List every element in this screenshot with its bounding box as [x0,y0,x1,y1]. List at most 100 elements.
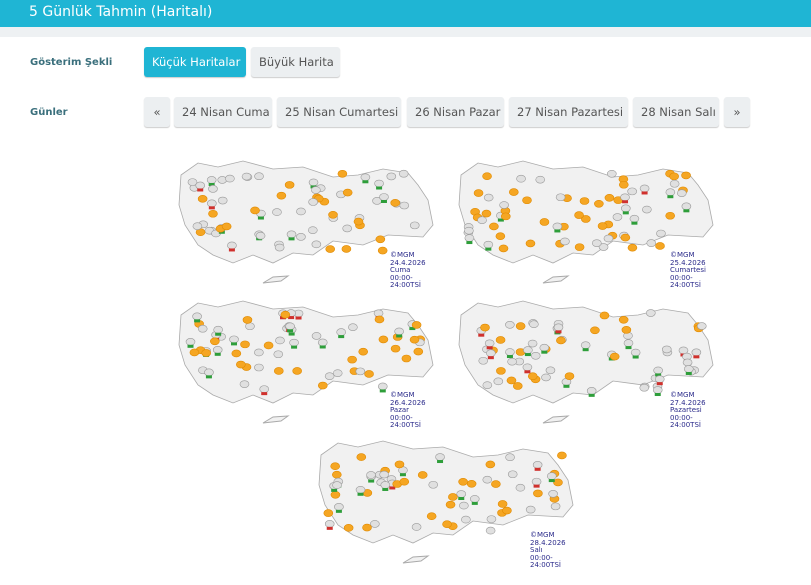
sun-icon [356,453,367,461]
forecast-map-27[interactable]: ©MGM 27.4.2026 Pazartesi 00:00-24:00TSİ [453,295,723,430]
sun-icon [323,509,334,517]
cloud-icon [535,175,546,184]
large-map-button[interactable]: Büyük Harita [251,47,340,77]
next-day-button[interactable]: » [724,97,750,127]
storm-icon [532,461,543,471]
caption-range: 00:00-24:00TSİ [390,413,421,429]
storm-icon [486,349,496,360]
cloud-icon [478,356,489,365]
rain-icon [204,368,214,379]
sun-icon [482,172,492,180]
cloud-icon [545,366,556,375]
cloud-icon [273,350,284,359]
cloud-icon [477,216,487,224]
prev-day-button[interactable]: « [144,97,170,127]
sun-icon [347,355,357,364]
sun-icon [533,489,543,498]
day-tab-27[interactable]: 27 Nisan Pazartesi [509,97,628,127]
rain-icon [681,202,692,213]
rain-icon [213,325,223,336]
sun-icon [273,367,284,375]
sun-icon [564,372,575,380]
sun-icon [579,197,590,205]
sun-icon [210,337,220,346]
cloud-icon [255,231,266,240]
day-tab-28[interactable]: 28 Nisan Salı [633,97,719,127]
sun-icon [556,336,566,345]
sun-icon [399,477,410,486]
day-tab-26[interactable]: 26 Nisan Pazar [407,97,504,127]
cloud-icon [676,189,687,197]
rain-icon [394,327,404,338]
cloud-icon [560,237,570,246]
map-caption: ©MGM 24.4.2026 Cuma 00:00-24:00TSİ [390,251,443,290]
sun-icon [448,493,458,501]
storm-icon [691,348,702,359]
cloud-icon [525,505,536,514]
caption-range: 00:00-24:00TSİ [670,273,701,289]
sun-icon [401,354,412,363]
rain-icon [285,322,295,333]
forecast-map-26[interactable]: ©MGM 26.4.2026 Pazar 00:00-24:00TSİ [173,295,443,430]
sun-icon [390,199,401,207]
sun-icon [620,233,631,242]
cloud-icon [646,239,657,247]
sun-icon [337,169,348,178]
sun-icon [627,243,638,252]
forecast-map-25[interactable]: ©MGM 25.4.2026 Cumartesi 00:00-24:00TSİ [453,155,723,290]
cloud-icon [493,377,504,386]
caption-source: ©MGM [670,251,695,259]
sun-icon [250,206,260,215]
rain-icon [580,341,591,352]
cloud-icon [398,169,409,178]
sun-icon [426,512,437,521]
forecast-map-28[interactable]: ©MGM 28.4.2026 Salı 00:00-24:00TSİ [313,435,583,570]
cloud-icon [550,502,561,511]
cloud-icon [529,320,539,328]
rain-icon [552,222,563,233]
sun-icon [574,211,584,219]
sun-icon [509,188,519,196]
forecast-map-24[interactable]: ©MGM 24.4.2026 Cuma 00:00-24:00TSİ [173,155,443,290]
sun-icon [378,335,389,344]
turkey-outline [318,440,574,544]
rain-icon [505,348,515,359]
caption-date: 24.4.2026 [390,258,426,267]
sun-icon [358,347,369,356]
storm-icon [227,241,237,252]
sun-icon [325,245,336,253]
rain-icon [377,382,388,393]
storm-icon [531,477,542,488]
sun-icon [341,245,352,253]
day-tab-25[interactable]: 25 Nisan Cumartesi [277,97,401,127]
cloud-icon [669,179,680,188]
cloud-icon [272,208,282,216]
weather-map-graphic [458,300,714,424]
rain-icon [623,339,634,350]
header-divider [0,27,811,37]
sun-icon [231,349,242,358]
cloud-icon [254,172,264,181]
sun-icon [343,524,354,532]
rain-icon [355,485,366,496]
cloud-icon [612,213,623,221]
sun-icon [655,242,665,250]
caption-source: ©MGM [390,251,415,259]
days-label: Günler [30,107,68,118]
small-maps-button[interactable]: Küçük Haritalar [144,47,246,77]
sun-icon [500,212,511,221]
day-tab-24[interactable]: 24 Nisan Cuma [174,97,272,127]
sun-icon [317,381,328,390]
storm-icon [620,193,630,204]
cloud-icon [598,243,609,251]
cloud-icon [507,357,517,366]
caption-date: 26.4.2026 [390,398,426,407]
storm-icon [195,181,206,192]
sun-icon [527,372,538,381]
caption-day: Pazar [390,406,410,414]
turkey-outline [178,160,434,264]
cloud-icon [411,523,422,531]
storm-icon [654,375,665,386]
sun-icon [466,480,477,488]
storm-icon [484,339,495,350]
